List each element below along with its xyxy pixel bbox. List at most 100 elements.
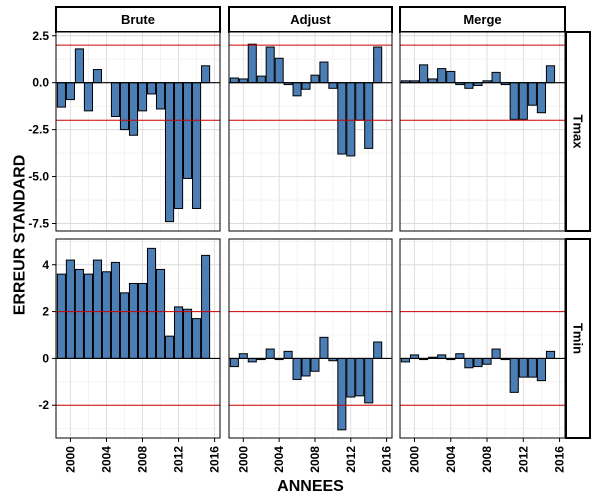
bar-tmax-adjust-2001 [247,43,257,84]
bar-tmax-merge-2006 [464,82,474,89]
bar-tmax-merge-2014 [536,82,547,114]
panel-tmax-adjust [228,31,393,232]
bar-tmax-merge-2013 [527,82,537,106]
bar-tmin-brute-2003 [92,259,103,359]
bar-tmin-brute-2006 [119,292,130,359]
bar-tmin-brute-2009 [146,247,157,359]
panel-tmin-merge [399,238,566,439]
bar-tmax-brute-2005 [110,82,121,117]
bar-tmax-adjust-2002 [256,75,266,84]
y-tick-label-tmax: -2.5 [28,123,49,137]
bar-tmax-brute-2012 [173,82,184,209]
panel-border [399,31,566,232]
bar-tmax-merge-2002 [428,78,438,84]
x-tick-label-brute: 2016 [208,446,222,473]
y-tick-label-tmax: 0.0 [32,76,49,90]
strip-label-tmax: Tmax [571,115,586,150]
x-tick-label-brute: 2004 [99,446,113,473]
x-tick-label-merge: 2000 [408,446,422,473]
bar-tmin-brute-2000 [65,259,75,359]
bar-tmin-merge-2015 [545,350,556,359]
bar-tmax-adjust-2000 [238,78,248,84]
x-tick-label-merge: 2016 [553,446,567,473]
bar-tmin-brute-2010 [155,268,166,359]
bar-tmin-merge-2011 [509,357,519,393]
bar-tmin-merge-2013 [527,357,537,378]
y-tick-label-tmin: 2 [42,305,49,319]
bar-tmin-brute-2014 [192,318,202,359]
strip-label-tmin: Tmin [571,323,586,354]
bar-tmin-brute-2002 [83,273,93,359]
strip-label-merge: Merge [463,12,501,27]
bar-tmin-brute-2013 [183,308,193,359]
x-tick-label-merge: 2012 [516,446,530,473]
bar-tmax-adjust-2012 [346,82,356,157]
bar-tmax-brute-2003 [92,69,103,84]
bar-tmin-brute-2012 [173,306,184,359]
bar-tmax-merge-2011 [509,82,519,120]
y-tick-label-tmin: 4 [42,258,49,272]
panel-tmax-brute [55,31,221,232]
panel-background [229,239,392,438]
panel-border [55,238,221,439]
bar-tmax-adjust-2003 [265,46,275,84]
y-tick-label-tmin: 0 [42,351,49,365]
bar-tmin-adjust-2006 [292,357,302,380]
bar-tmin-brute-2005 [110,261,121,359]
bar-tmax-brute-2009 [146,82,157,95]
bar-tmin-merge-2008 [482,357,492,365]
strip-tmax [565,31,591,232]
bar-tmin-adjust-2007 [301,357,311,377]
bar-tmax-merge-2015 [545,65,556,84]
bar-tmin-merge-2007 [473,357,483,368]
bar-tmax-adjust-2006 [292,82,302,97]
x-tick-label-adjust: 2004 [272,446,286,473]
panel-border [228,31,393,232]
bar-tmin-adjust-2000 [238,353,248,359]
panel-tmax-merge [399,31,566,232]
x-tick-label-adjust: 2016 [380,446,394,473]
x-tick-label-adjust: 2000 [236,446,250,473]
bar-tmin-brute-2011 [164,335,175,359]
panel-border [55,31,221,232]
bar-tmax-brute-2013 [183,82,193,179]
strip-label-adjust: Adjust [290,12,331,27]
bar-tmin-merge-2014 [536,357,547,382]
y-tick-label-tmax: -5.0 [28,170,49,184]
bar-tmin-adjust-2012 [346,357,356,398]
bar-tmax-brute-2008 [137,82,148,112]
bar-tmax-brute-2014 [192,82,202,209]
bar-tmax-adjust-2009 [319,61,329,84]
bar-tmin-brute-1999 [56,273,66,359]
y-tick-label-tmax: -7.5 [28,216,49,230]
bar-tmax-merge-2003 [437,68,447,84]
bar-tmax-adjust-2014 [364,82,374,149]
bar-tmin-merge-2006 [464,357,474,369]
bar-tmin-adjust-1999 [229,357,239,368]
x-tick-label-adjust: 2012 [344,446,358,473]
bar-tmax-brute-2011 [164,82,175,223]
bar-tmin-adjust-2015 [373,341,383,359]
x-axis-title: ANNEES [277,478,344,495]
bar-tmin-adjust-2013 [355,357,365,397]
bar-tmax-brute-2010 [155,82,166,110]
bar-tmin-brute-2004 [101,271,112,359]
bar-tmin-brute-2007 [128,282,139,359]
panel-border [399,238,566,439]
bar-tmax-merge-2004 [446,70,456,84]
bar-tmax-merge-2009 [491,71,501,84]
bar-tmin-adjust-2008 [310,357,320,372]
x-tick-label-merge: 2004 [444,446,458,473]
bar-tmax-adjust-2007 [301,82,311,90]
x-tick-label-brute: 2008 [136,446,150,473]
bar-tmax-merge-2001 [418,64,429,84]
bar-tmax-adjust-1999 [229,77,239,84]
bar-tmax-adjust-2010 [328,82,338,89]
y-tick-label-tmin: -2 [38,398,49,412]
bar-tmin-brute-2015 [201,254,211,359]
bar-tmin-merge-2009 [491,348,501,359]
panel-background [400,32,565,231]
bar-tmax-brute-2007 [128,82,139,136]
y-tick-label-tmax: 2.5 [32,29,49,43]
bar-tmin-adjust-2005 [283,350,293,359]
